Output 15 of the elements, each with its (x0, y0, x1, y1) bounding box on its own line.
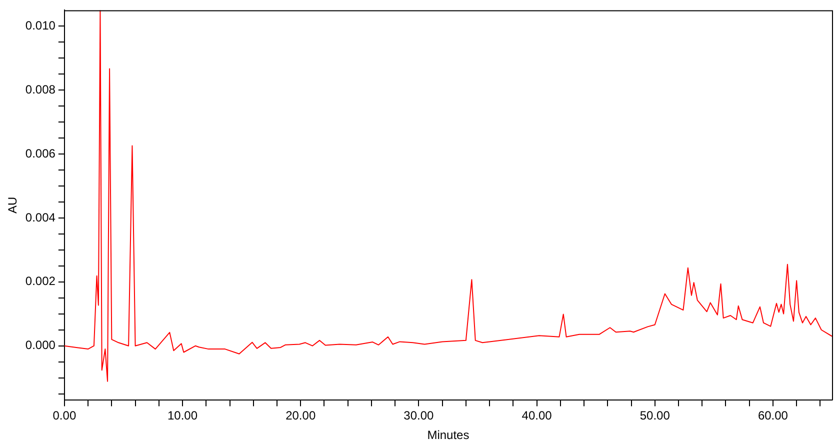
x-tick-label: 30.00 (404, 408, 434, 423)
x-tick-label: 50.00 (640, 408, 670, 423)
y-tick-label: 0.008 (25, 82, 56, 96)
x-tick-label: 40.00 (522, 408, 552, 423)
x-axis-title: Minutes (427, 428, 470, 442)
x-tick-label: 0.00 (52, 408, 76, 423)
x-tick-label: 20.00 (286, 408, 316, 423)
x-tick-label: 60.00 (758, 408, 788, 423)
y-tick-label: 0.004 (25, 210, 56, 224)
y-axis-title: AU (6, 196, 20, 214)
y-tick-label: 0.010 (25, 18, 56, 32)
y-tick-label: 0.002 (25, 274, 56, 288)
x-tick-label: 10.00 (168, 408, 198, 423)
y-tick-label: 0.006 (25, 146, 56, 160)
y-tick-label: 0.000 (25, 338, 56, 352)
